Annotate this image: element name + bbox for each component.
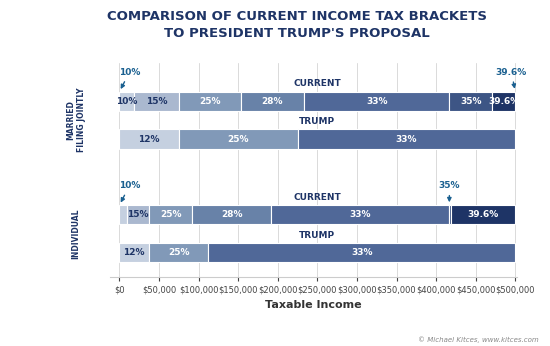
Text: © Michael Kitces, www.kitces.com: © Michael Kitces, www.kitces.com <box>418 336 539 343</box>
Text: 10%: 10% <box>119 67 140 88</box>
Bar <box>119 129 179 149</box>
Text: 33%: 33% <box>395 135 417 144</box>
Text: 28%: 28% <box>221 210 243 219</box>
Text: 28%: 28% <box>262 97 283 106</box>
Text: 25%: 25% <box>199 97 221 106</box>
Text: 39.6%: 39.6% <box>468 210 499 219</box>
Text: TRUMP: TRUMP <box>299 117 336 126</box>
Bar <box>119 92 134 111</box>
Text: 12%: 12% <box>123 248 145 257</box>
Text: 15%: 15% <box>128 210 149 219</box>
Bar <box>179 129 298 149</box>
Text: 25%: 25% <box>227 135 249 144</box>
Bar <box>449 92 492 111</box>
Text: 15%: 15% <box>146 97 168 106</box>
Text: 33%: 33% <box>351 248 373 257</box>
Bar <box>271 205 449 225</box>
Bar <box>208 243 515 262</box>
Text: COMPARISON OF CURRENT INCOME TAX BRACKETS
TO PRESIDENT TRUMP'S PROPOSAL: COMPARISON OF CURRENT INCOME TAX BRACKET… <box>107 10 487 40</box>
Text: 25%: 25% <box>168 248 190 257</box>
Text: 39.6%: 39.6% <box>496 67 527 88</box>
Text: 12%: 12% <box>138 135 160 144</box>
Text: CURRENT: CURRENT <box>294 79 341 88</box>
Text: 35%: 35% <box>438 181 460 201</box>
Bar <box>492 92 515 111</box>
Bar <box>119 205 126 225</box>
Text: 25%: 25% <box>160 210 182 219</box>
Text: INDIVIDUAL: INDIVIDUAL <box>72 208 80 259</box>
Text: MARRIED
FILING JOINTLY: MARRIED FILING JOINTLY <box>66 88 85 153</box>
Bar <box>119 243 149 262</box>
Text: TRUMP: TRUMP <box>299 230 336 239</box>
Text: 33%: 33% <box>349 210 371 219</box>
Text: 39.6%: 39.6% <box>488 97 519 106</box>
Bar <box>449 205 450 225</box>
Bar <box>450 205 515 225</box>
Bar <box>240 92 304 111</box>
Text: 10%: 10% <box>116 97 138 106</box>
Bar <box>192 205 271 225</box>
Bar <box>179 92 240 111</box>
Bar <box>149 243 208 262</box>
Text: CURRENT: CURRENT <box>294 193 341 202</box>
Bar <box>304 92 449 111</box>
Text: 35%: 35% <box>460 97 481 106</box>
Bar <box>298 129 515 149</box>
Bar <box>150 205 192 225</box>
Text: 33%: 33% <box>366 97 388 106</box>
Bar <box>134 92 179 111</box>
Text: 10%: 10% <box>119 181 140 201</box>
Bar <box>126 205 150 225</box>
X-axis label: Taxable Income: Taxable Income <box>265 300 362 310</box>
